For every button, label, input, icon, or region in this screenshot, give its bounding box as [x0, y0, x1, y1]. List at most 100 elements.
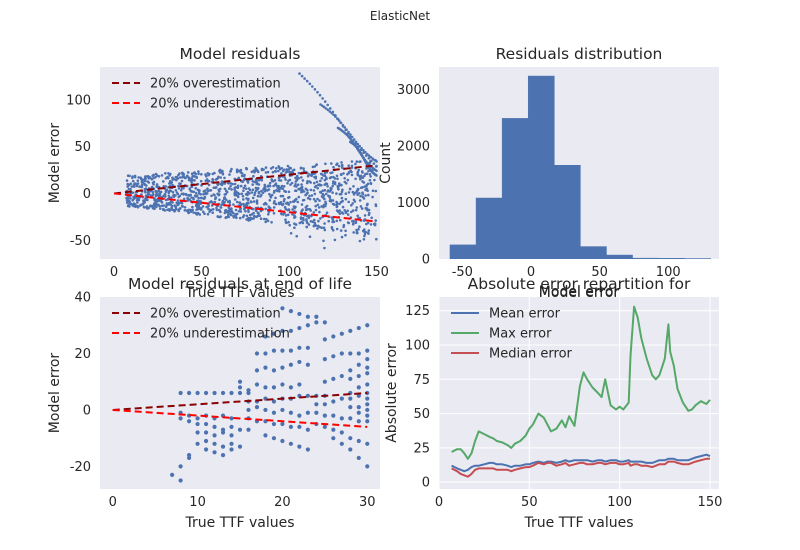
residual-point — [196, 203, 199, 207]
residual-point — [368, 173, 372, 176]
residual-point — [196, 206, 199, 210]
residual-point — [274, 170, 278, 173]
residual-point — [341, 188, 344, 192]
x-tick-label: 20 — [274, 495, 291, 510]
residual-point — [375, 160, 378, 163]
residual-point — [253, 170, 256, 174]
residual-point — [146, 180, 149, 183]
residual-point — [164, 205, 168, 208]
residual-point — [314, 204, 318, 208]
residual-point — [250, 200, 253, 204]
residual-point — [271, 166, 275, 169]
residual-point — [242, 205, 246, 208]
residual-point — [311, 220, 315, 223]
legend-entry: 20% underestimation — [150, 327, 290, 342]
residual-point — [298, 72, 301, 75]
eol-point — [288, 424, 294, 429]
eol-point — [254, 405, 260, 410]
legend-entry: 20% underestimation — [150, 97, 290, 112]
eol-point — [339, 373, 344, 379]
residual-point — [174, 208, 177, 212]
histogram-bar — [580, 246, 607, 259]
eol-point — [271, 385, 277, 390]
residual-point — [316, 203, 320, 207]
residual-point — [316, 90, 319, 94]
residual-point — [197, 192, 201, 195]
residual-point — [305, 218, 308, 221]
residual-point — [200, 173, 203, 176]
residual-point — [166, 175, 169, 179]
residual-point — [191, 208, 194, 212]
residual-point — [297, 177, 301, 180]
residual-point — [355, 206, 359, 209]
residual-point — [143, 177, 147, 181]
residual-point — [362, 181, 366, 184]
eol-point — [263, 351, 268, 356]
residual-point — [326, 185, 329, 188]
residual-point — [244, 209, 247, 213]
eol-point — [348, 368, 353, 373]
residual-point — [306, 188, 309, 192]
residual-point — [308, 82, 312, 86]
residual-point — [125, 179, 129, 182]
residual-point — [350, 204, 353, 207]
residual-point — [256, 186, 260, 190]
residual-point — [280, 184, 284, 188]
eol-point — [297, 359, 302, 365]
residual-point — [137, 176, 140, 179]
residual-point — [347, 130, 350, 134]
residual-point — [316, 197, 319, 201]
eol-point — [220, 444, 226, 449]
residual-point — [177, 187, 181, 190]
residual-point — [318, 210, 321, 214]
eol-point — [331, 376, 336, 381]
residual-point — [294, 189, 298, 193]
residual-point — [369, 181, 373, 185]
residual-point — [190, 196, 193, 199]
residual-point — [244, 193, 248, 196]
residual-point — [268, 199, 272, 202]
residual-point — [324, 107, 328, 110]
residual-point — [251, 196, 255, 200]
residual-point — [371, 157, 375, 160]
residual-point — [152, 176, 155, 180]
residual-point — [284, 218, 287, 221]
residual-point — [200, 196, 203, 200]
residual-point — [252, 200, 256, 203]
residual-point — [310, 194, 314, 197]
residual-point — [271, 170, 275, 174]
eol-point — [348, 396, 353, 401]
residual-point — [333, 238, 337, 242]
eol-point — [305, 427, 310, 432]
residual-point — [279, 179, 283, 182]
residual-point — [178, 172, 181, 175]
residual-point — [368, 211, 371, 215]
residual-point — [264, 202, 268, 206]
residual-point — [370, 216, 374, 220]
residual-point — [151, 206, 155, 209]
residual-point — [245, 197, 248, 200]
eol-point — [186, 419, 192, 424]
residual-point — [346, 213, 350, 216]
eol-point — [178, 390, 183, 396]
residual-point — [214, 178, 218, 181]
residual-point — [288, 195, 291, 199]
residual-point — [243, 207, 246, 211]
eol-point — [212, 441, 217, 446]
residual-point — [174, 194, 177, 197]
eol-point — [288, 362, 294, 367]
x-axis-label: True TTF values — [184, 515, 294, 531]
residual-point — [157, 189, 161, 193]
residual-point — [168, 174, 171, 177]
residual-point — [250, 170, 254, 174]
eol-point — [280, 407, 285, 413]
residual-point — [339, 192, 343, 196]
eol-point — [314, 314, 319, 319]
residual-point — [333, 203, 336, 206]
residual-point — [313, 218, 316, 222]
residual-point — [284, 178, 287, 181]
y-tick-label: 1000 — [397, 196, 430, 211]
residual-point — [126, 174, 130, 177]
